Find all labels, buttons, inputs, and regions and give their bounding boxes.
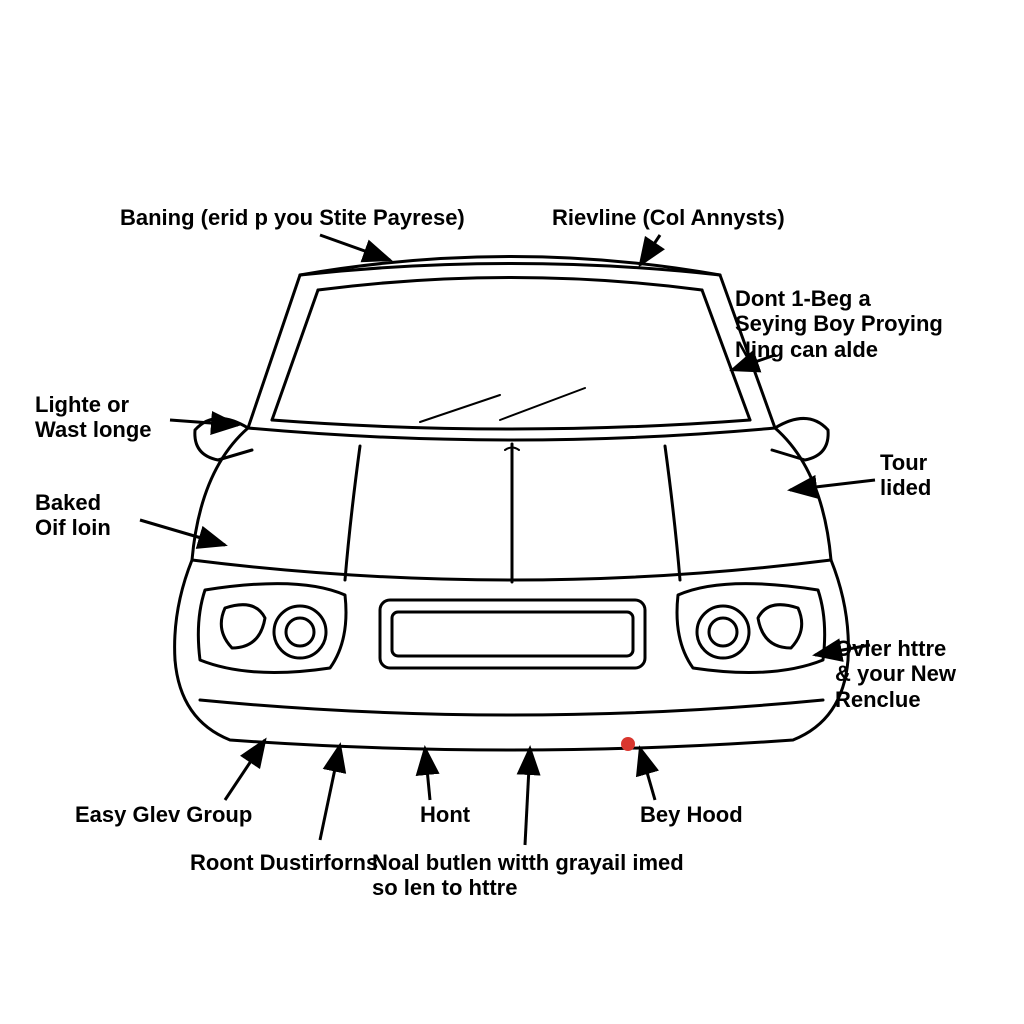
label-baning: Baning (erid p you Stite Payrese) [120, 205, 465, 230]
label-baked: Baked Oif loin [35, 490, 111, 541]
label-roont: Roont Dustirforns [190, 850, 378, 875]
label-noal: Noal butlen witth grayail imed so len to… [372, 850, 684, 901]
label-dont: Dont 1-Beg a Seying Boy Proying Ning can… [735, 286, 943, 362]
label-lighte: Lighte or Wast longe [35, 392, 152, 443]
label-easy: Easy Glev Group [75, 802, 252, 827]
label-ovler: Ovler httre & your New Renclue [835, 636, 956, 712]
label-bey: Bey Hood [640, 802, 743, 827]
label-hont: Hont [420, 802, 470, 827]
red-dot-marker [621, 737, 635, 751]
label-tour: Tour lided [880, 450, 931, 501]
label-rievline: Rievline (Col Annysts) [552, 205, 785, 230]
diagram-canvas: Baning (erid p you Stite Payrese) Rievli… [0, 0, 1024, 1024]
